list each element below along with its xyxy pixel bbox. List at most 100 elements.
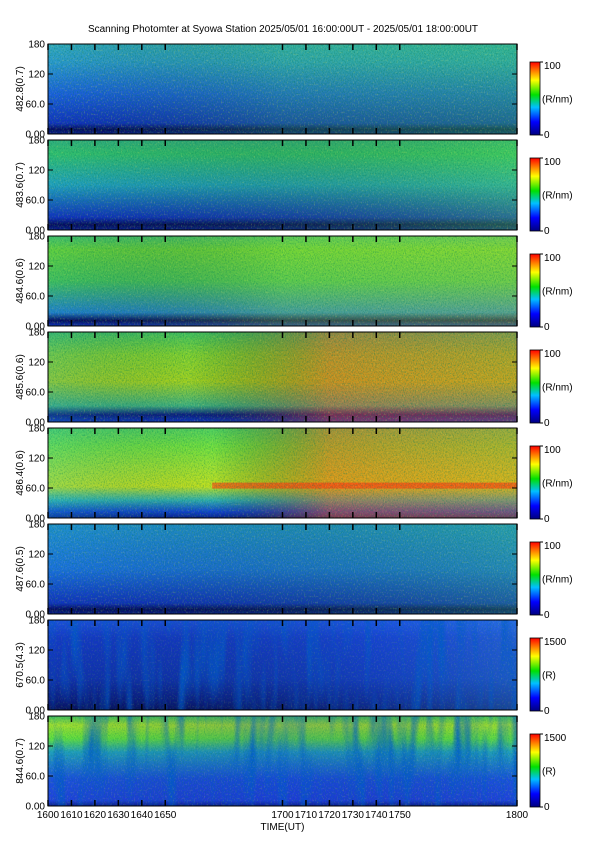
colorbar [529, 445, 541, 520]
colorbar-label: (R) [542, 671, 556, 682]
panel: 0.00 60.0 120 180 485.6(0.6) 0 100 (R/nm) [15, 328, 573, 430]
heatmap-speckle [48, 140, 517, 230]
colorbar-label: (R/nm) [542, 479, 573, 490]
colorbar [529, 349, 541, 424]
colorbar-tick-label: 100 [544, 61, 561, 72]
colorbar-label: (R/nm) [542, 383, 573, 394]
heatmap-speckle [48, 716, 517, 806]
y-tick-label: 60.0 [26, 484, 46, 495]
colorbar-tick-label: 0 [544, 130, 550, 141]
colorbar-label: (R/nm) [542, 191, 573, 202]
colorbar [529, 733, 541, 808]
y-tick-label: 120 [28, 550, 45, 561]
y-tick-label: 0.00 [26, 322, 46, 333]
x-tick-label: 1610 [60, 810, 83, 821]
colorbar [529, 157, 541, 232]
y-tick-label: 60.0 [26, 196, 46, 207]
y-tick-label: 60.0 [26, 388, 46, 399]
colorbar-tick-label: 0 [544, 610, 550, 621]
x-tick-label: 1800 [506, 810, 529, 821]
y-tick-label: 60.0 [26, 676, 46, 687]
heatmap-speckle [48, 524, 517, 614]
colorbar-tick-label: 100 [544, 445, 561, 456]
y-axis-label: 482.8(0.7) [15, 66, 26, 112]
y-axis-label: 483.6(0.7) [15, 162, 26, 208]
heatmap-speckle [48, 236, 517, 326]
x-tick-label: 1720 [318, 810, 341, 821]
x-tick-label: 1640 [131, 810, 154, 821]
colorbar-tick-label: 100 [544, 541, 561, 552]
y-tick-label: 180 [28, 520, 45, 531]
y-tick-label: 60.0 [26, 292, 46, 303]
x-axis-label: TIME(UT) [261, 822, 305, 833]
y-tick-label: 60.0 [26, 100, 46, 111]
panel: 0.00 60.0 120 180 670.5(4.3) 0 1500 (R) [15, 616, 567, 718]
y-tick-label: 180 [28, 232, 45, 243]
colorbar-tick-label: 0 [544, 418, 550, 429]
y-axis-label: 844.6(0.7) [15, 738, 26, 784]
colorbar-tick-label: 100 [544, 253, 561, 264]
chart-title: Scanning Photomter at Syowa Station 2025… [88, 24, 478, 35]
x-tick-label: 1730 [342, 810, 365, 821]
x-tick-label: 1620 [84, 810, 107, 821]
y-tick-label: 120 [28, 358, 45, 369]
y-tick-label: 0.00 [26, 802, 46, 813]
colorbar-label: (R/nm) [542, 575, 573, 586]
heatmap-speckle [48, 332, 517, 422]
colorbar [529, 61, 541, 136]
colorbar-label: (R) [542, 767, 556, 778]
y-tick-label: 120 [28, 262, 45, 273]
colorbar [529, 637, 541, 712]
colorbar-tick-label: 0 [544, 226, 550, 237]
colorbar-label: (R/nm) [542, 95, 573, 106]
y-tick-label: 0.00 [26, 226, 46, 237]
colorbar [529, 541, 541, 616]
y-tick-label: 180 [28, 136, 45, 147]
panel: 0.00 60.0 120 180 844.6(0.7) 0 1500 (R) [15, 712, 567, 814]
colorbar-tick-label: 1500 [544, 733, 567, 744]
x-tick-label: 1740 [365, 810, 388, 821]
y-tick-label: 60.0 [26, 772, 46, 783]
panel: 0.00 60.0 120 180 487.6(0.5) 0 100 (R/nm) [15, 520, 573, 622]
y-tick-label: 0.00 [26, 130, 46, 141]
colorbar-label: (R/nm) [542, 287, 573, 298]
x-tick-label: 1700 [271, 810, 294, 821]
y-tick-label: 180 [28, 424, 45, 435]
y-axis-label: 487.6(0.5) [15, 546, 26, 592]
colorbar-tick-label: 0 [544, 706, 550, 717]
x-tick-label: 1650 [154, 810, 177, 821]
y-tick-label: 120 [28, 70, 45, 81]
panel: 0.00 60.0 120 180 486.4(0.6) 0 100 (R/nm) [15, 424, 573, 526]
y-tick-label: 180 [28, 712, 45, 723]
colorbar-tick-label: 100 [544, 157, 561, 168]
y-tick-label: 0.00 [26, 706, 46, 717]
colorbar-tick-label: 100 [544, 349, 561, 360]
y-tick-label: 0.00 [26, 418, 46, 429]
colorbar [529, 253, 541, 328]
y-tick-label: 120 [28, 742, 45, 753]
y-tick-label: 0.00 [26, 514, 46, 525]
y-tick-label: 180 [28, 40, 45, 51]
y-tick-label: 180 [28, 328, 45, 339]
y-tick-label: 0.00 [26, 610, 46, 621]
y-axis-label: 670.5(4.3) [15, 642, 26, 688]
y-axis-label: 486.4(0.6) [15, 450, 26, 496]
y-tick-label: 120 [28, 166, 45, 177]
panel: 0.00 60.0 120 180 483.6(0.7) 0 100 (R/nm) [15, 136, 573, 238]
heatmap-speckle [48, 44, 517, 134]
heatmap-speckle [48, 428, 517, 518]
x-tick-label: 1630 [107, 810, 130, 821]
x-tick-label: 1600 [37, 810, 60, 821]
colorbar-tick-label: 1500 [544, 637, 567, 648]
x-tick-label: 1710 [295, 810, 318, 821]
y-tick-label: 60.0 [26, 580, 46, 591]
colorbar-tick-label: 0 [544, 514, 550, 525]
y-axis-label: 485.6(0.6) [15, 354, 26, 400]
x-tick-label: 1750 [389, 810, 412, 821]
colorbar-tick-label: 0 [544, 802, 550, 813]
heatmap-speckle [48, 620, 517, 710]
panel: 0.00 60.0 120 180 482.8(0.7) 0 100 (R/nm) [15, 40, 573, 142]
panel: 0.00 60.0 120 180 484.6(0.6) 0 100 (R/nm) [15, 232, 573, 334]
y-tick-label: 120 [28, 454, 45, 465]
